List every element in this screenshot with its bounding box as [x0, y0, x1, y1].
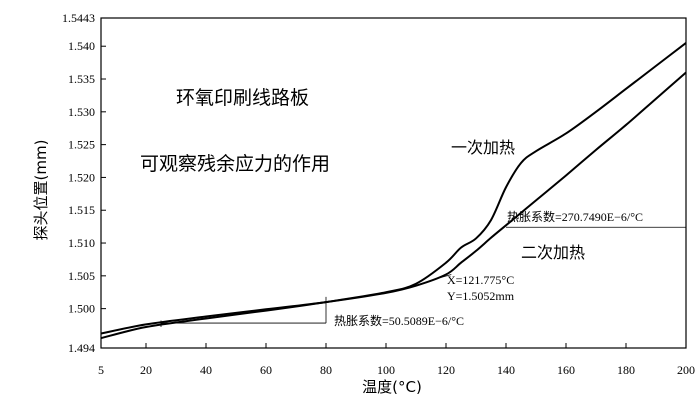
plot-frame [100, 17, 687, 349]
y-tick-label: 1.520 [68, 170, 95, 184]
x-tick-label: 5 [98, 363, 104, 377]
plot-border [100, 17, 687, 349]
x-tick-label: 20 [140, 363, 152, 377]
series-label-first-heating: 一次加热 [451, 138, 515, 157]
y-tick-label: 1.494 [68, 341, 95, 355]
y-tick-label: 1.505 [68, 269, 95, 283]
series-lines [100, 42, 687, 340]
x-tick-label: 100 [377, 363, 395, 377]
series-line-second-heating [100, 71, 687, 335]
annotation-point-y: Y=1.5052mm [447, 289, 515, 303]
annotation-cte-low: 热胀系数=50.5089E−6/°C [334, 313, 464, 328]
x-tick-label: 40 [200, 363, 212, 377]
y-tick-label: 1.525 [68, 138, 95, 152]
series-label-second-heating: 二次加热 [521, 243, 585, 262]
y-axis-ticks: 1.494 1.500 1.505 1.510 1.515 1.520 1.525 1.530… [62, 11, 106, 355]
y-tick-label: 1.540 [68, 39, 95, 53]
x-tick-label: 200 [677, 363, 695, 377]
annotation-main-label-1: 环氧印刷线路板 [176, 87, 309, 109]
y-tick-label: 1.530 [68, 105, 95, 119]
y-tick-label: 1.535 [68, 72, 95, 86]
x-axis-ticks: 5 20 40 60 80 100 120 140 160 180 200 [98, 343, 695, 377]
y-tick-label: 1.500 [68, 302, 95, 316]
annotation-point-x: X=121.775°C [447, 273, 514, 287]
x-tick-label: 120 [437, 363, 455, 377]
x-tick-label: 180 [617, 363, 635, 377]
x-tick-label: 140 [497, 363, 515, 377]
annotation-cte-high: 热胀系数=270.7490E−6/°C [507, 209, 643, 224]
x-axis-label: 温度(°C) [362, 378, 422, 396]
y-axis-label: 探头位置(mm) [32, 140, 50, 241]
annotation-main-label-2: 可观察残余应力的作用 [140, 153, 330, 175]
series-line-first-heating [100, 42, 687, 340]
x-tick-label: 160 [557, 363, 575, 377]
y-tick-label: 1.5443 [62, 11, 95, 25]
y-tick-label: 1.510 [68, 236, 95, 250]
y-tick-label: 1.515 [68, 203, 95, 217]
x-tick-label: 60 [260, 363, 272, 377]
x-tick-label: 80 [320, 363, 332, 377]
